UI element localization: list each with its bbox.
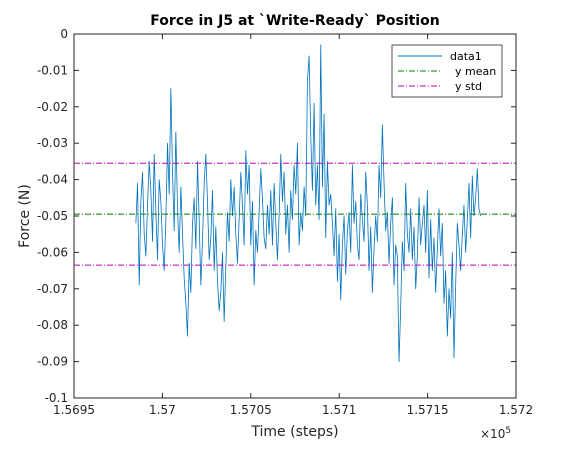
series-layer xyxy=(74,44,516,363)
legend-label-y-mean: y mean xyxy=(455,65,496,78)
legend: data1 y mean y std xyxy=(391,44,503,98)
legend-label-data1: data1 xyxy=(450,50,482,63)
chart-title: Force in J5 at `Write-Ready` Position xyxy=(150,13,439,29)
x-axis-label: Time (steps) xyxy=(250,424,338,440)
y-tick-label: -0.09 xyxy=(37,355,68,369)
y-tick-label: -0.07 xyxy=(37,282,68,296)
y-tick-label: -0.04 xyxy=(37,173,68,187)
x-tick-label: 1.5695 xyxy=(53,403,95,417)
x-tick-label: 1.572 xyxy=(499,403,533,417)
y-tick-label: 0 xyxy=(60,27,68,41)
x-exponent-power: 5 xyxy=(505,426,511,436)
y-tick-label: -0.06 xyxy=(37,245,68,259)
y-tick-label: -0.08 xyxy=(37,318,68,332)
ticks-layer: 1.5695 1.57 1.5705 1.571 1.5715 1.572 0 -0.01 -0… xyxy=(37,27,533,417)
y-tick-label: -0.1 xyxy=(45,391,68,405)
legend-label-y-std: y std xyxy=(455,80,482,93)
y-tick-label: -0.02 xyxy=(37,100,68,114)
y-axis-label: Force (N) xyxy=(17,184,33,248)
y-tick-label: -0.01 xyxy=(37,63,68,77)
x-exponent-base: ×10 xyxy=(480,427,505,441)
y-tick-label: -0.03 xyxy=(37,136,68,150)
y-tick-label: -0.05 xyxy=(37,209,68,223)
x-tick-label: 1.5705 xyxy=(230,403,272,417)
x-tick-label: 1.57 xyxy=(149,403,176,417)
x-tick-label: 1.5715 xyxy=(407,403,449,417)
x-exponent-label: ×105 xyxy=(480,426,511,441)
x-tick-label: 1.571 xyxy=(322,403,356,417)
